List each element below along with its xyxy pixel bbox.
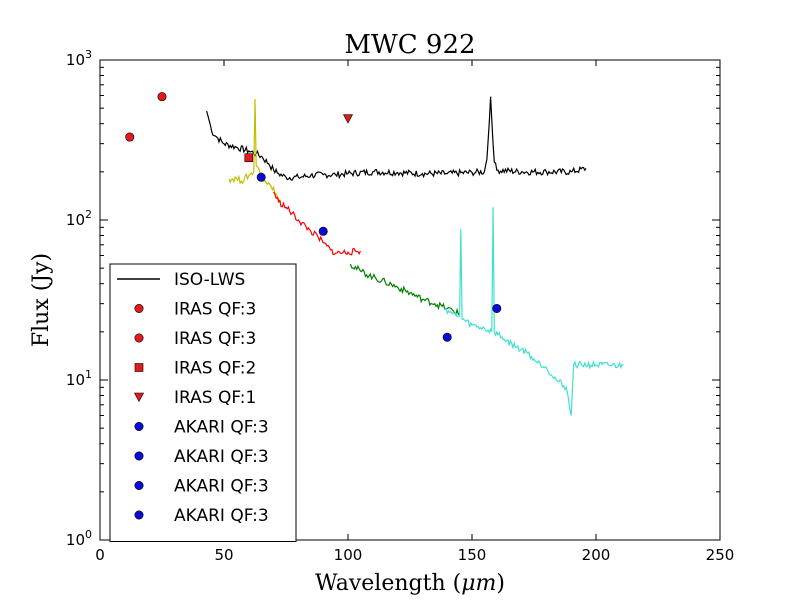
legend-marker-swatch [134, 421, 144, 431]
chart-title: MWC 922 [344, 30, 475, 60]
series-line-red-segment [273, 191, 361, 256]
series-line-iso-lws [206, 96, 587, 181]
legend-entry-label: AKARI QF:3 [174, 447, 269, 467]
plot-frame [99, 59, 721, 541]
x-tick-label: 250 [706, 546, 735, 564]
data-point-akari-qf-3-4 [256, 172, 266, 182]
y-axis-label: Flux (Jy) [29, 253, 54, 347]
series-line-yellow-segment [228, 99, 282, 203]
x-axis-label-unit: μm [461, 571, 496, 596]
legend-marker-swatch [134, 451, 144, 461]
data-point-iras-qf-1-3 [343, 114, 353, 124]
y-tick-label: 100 [66, 528, 92, 549]
x-tick-label: 150 [458, 546, 487, 564]
legend-entry-label: IRAS QF:2 [174, 359, 256, 379]
legend-marker-swatch [134, 480, 144, 490]
legend-entry-label: IRAS QF:1 [174, 388, 256, 408]
legend-marker-swatch [134, 303, 144, 313]
data-point-akari-qf-3-5 [318, 226, 328, 236]
x-axis-label-text: Wavelength [315, 571, 446, 596]
axis-ticks: 0 50 100 150 200 250 100 101 102 103 [66, 48, 734, 564]
data-point-akari-qf-3-7 [492, 303, 502, 313]
data-point-iras-qf-3-1 [157, 92, 167, 102]
legend-entry-label: IRAS QF:3 [174, 300, 256, 320]
legend-entry-label: ISO-LWS [174, 270, 245, 290]
data-point-iras-qf-3-0 [125, 132, 135, 142]
y-tick-label: 103 [66, 48, 92, 69]
legend: ISO-LWS IRAS QF:3 IRAS QF:3 IRAS QF:2 IRAS Q… [109, 263, 297, 542]
legend-entry-label: AKARI QF:3 [174, 418, 269, 438]
legend-marker-swatch [134, 510, 144, 520]
legend-entry-label: AKARI QF:3 [174, 477, 269, 497]
x-tick-label: 100 [334, 546, 363, 564]
data-point-iras-qf-2-2 [244, 153, 254, 163]
series-line-green-segment [349, 263, 460, 316]
x-tick-label: 50 [214, 546, 233, 564]
legend-marker-swatch [134, 392, 144, 403]
plot-area [125, 92, 624, 416]
series-line-cyan-segment [444, 207, 624, 416]
x-tick-label: 200 [582, 546, 611, 564]
y-tick-label: 102 [66, 208, 92, 229]
legend-marker-swatch [134, 363, 144, 372]
legend-entry-label: AKARI QF:3 [174, 506, 269, 526]
legend-marker-swatch [134, 333, 144, 343]
x-tick-label: 0 [95, 546, 105, 564]
x-axis-label: Wavelength (μm) [315, 571, 505, 596]
legend-entry-label: IRAS QF:3 [174, 329, 256, 349]
data-point-akari-qf-3-6 [442, 332, 452, 342]
y-tick-label: 101 [66, 368, 92, 389]
